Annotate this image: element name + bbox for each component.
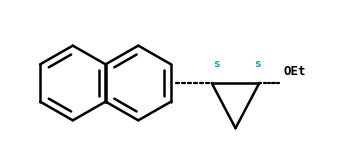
Text: OEt: OEt — [283, 65, 306, 78]
Text: s: s — [213, 59, 220, 69]
Text: s: s — [254, 59, 261, 69]
